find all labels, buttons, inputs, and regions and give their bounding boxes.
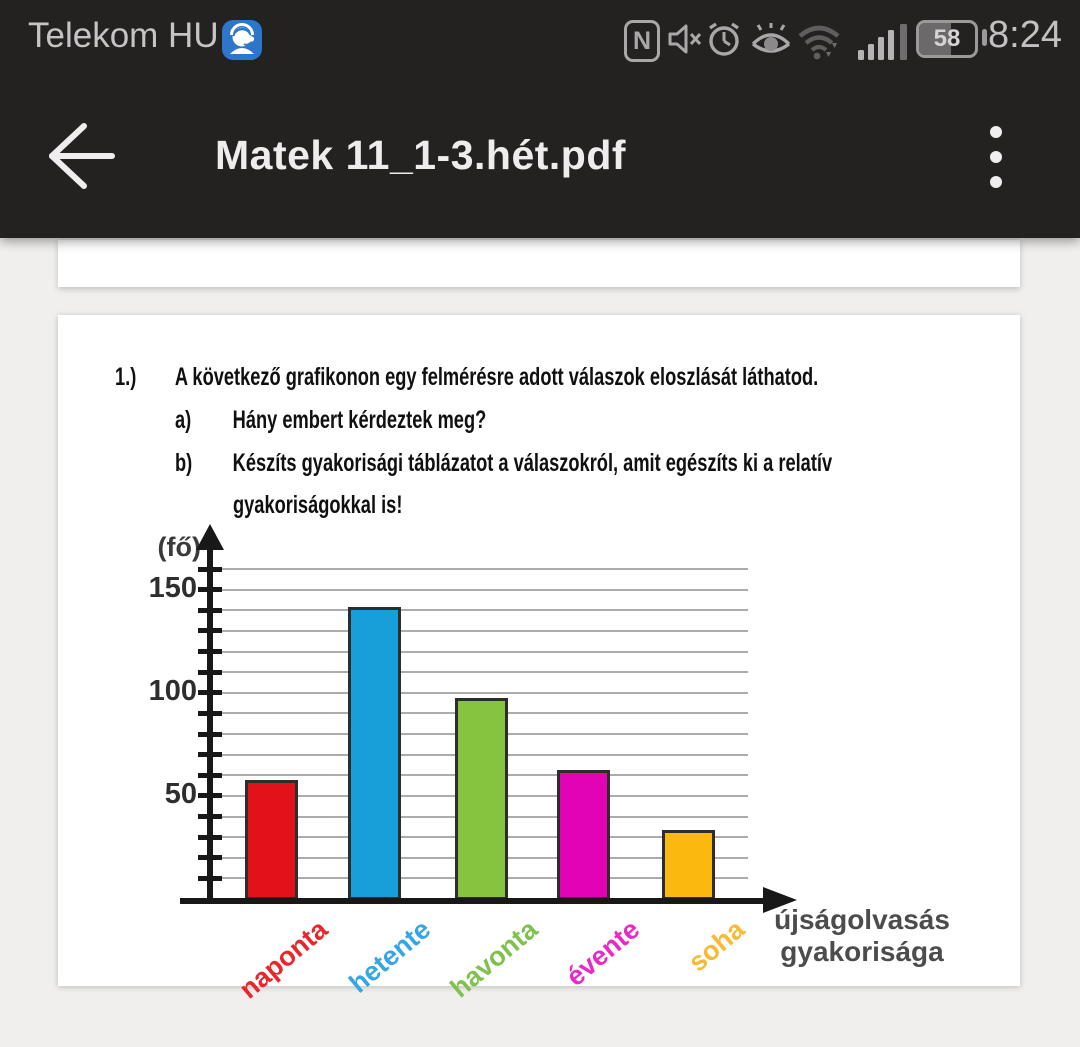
gridline bbox=[210, 650, 748, 653]
pdf-page: 1.) A következő grafikonon egy felmérésre… bbox=[58, 315, 1020, 1004]
bar-chart: (fő) újságolvasás gyakorisága 50 100 150 na… bbox=[125, 524, 985, 1004]
pdf-viewer[interactable]: 1.) A következő grafikonon egy felmérésre… bbox=[0, 238, 1080, 1004]
document-title: Matek 11_1-3.hét.pdf bbox=[215, 132, 627, 178]
problem-number: 1.) bbox=[115, 363, 137, 391]
carrier-label: Telekom HU bbox=[28, 16, 219, 55]
item-a-text: Hány embert kérdeztek meg? bbox=[232, 406, 487, 434]
topbar: Telekom HU N bbox=[0, 0, 1080, 238]
battery-fill bbox=[919, 23, 952, 55]
problem-intro: A következő grafikonon egy felmérésre ad… bbox=[174, 363, 819, 391]
y-axis-line bbox=[207, 542, 213, 904]
bar-naponta bbox=[245, 780, 298, 900]
item-b-text-line1: Készíts gyakorisági táblázatot a válaszo… bbox=[232, 449, 833, 477]
bar-hetente bbox=[348, 607, 401, 900]
alarm-icon bbox=[705, 20, 743, 63]
nfc-icon: N bbox=[624, 20, 660, 62]
wifi-icon bbox=[796, 22, 846, 67]
gridline bbox=[210, 691, 748, 694]
gridline bbox=[210, 671, 748, 674]
item-b-text-line2: gyakoriságokkal is! bbox=[233, 491, 403, 519]
mute-icon bbox=[664, 20, 702, 63]
bar-évente bbox=[557, 770, 610, 900]
battery-percent-label: 58 bbox=[933, 25, 961, 52]
back-button[interactable] bbox=[38, 116, 124, 196]
clock-label: 8:24 bbox=[988, 14, 1062, 56]
bar-soha bbox=[662, 829, 715, 900]
bar-havonta bbox=[455, 697, 508, 900]
item-b-row-wrap: gyakoriságokkal is! bbox=[233, 491, 402, 520]
support-chat-icon bbox=[222, 20, 262, 60]
item-a-row: a) Hány embert kérdeztek meg? bbox=[175, 406, 486, 435]
battery-icon: 58 bbox=[916, 20, 978, 58]
gridline bbox=[210, 609, 748, 612]
gridline bbox=[210, 629, 748, 632]
x-axis-line bbox=[180, 898, 765, 904]
signal-strength-icon bbox=[858, 24, 910, 65]
item-b-row: b) Készíts gyakorisági táblázatot a válas… bbox=[175, 449, 832, 478]
y-tick-label: 100 bbox=[148, 674, 197, 707]
item-a-label: a) bbox=[175, 406, 192, 434]
previous-page-bottom bbox=[58, 240, 1020, 287]
screen: Telekom HU N bbox=[0, 0, 1080, 1004]
item-b-label: b) bbox=[175, 449, 193, 477]
x-axis-title: újságolvasás gyakorisága bbox=[747, 904, 977, 968]
x-axis-title-line1: újságolvasás bbox=[774, 904, 950, 935]
y-tick-label: 150 bbox=[148, 571, 197, 604]
y-axis-title: (fő) bbox=[157, 532, 201, 562]
x-axis-arrow-icon bbox=[763, 887, 797, 913]
eye-comfort-icon bbox=[748, 22, 794, 63]
x-axis-title-line2: gyakorisága bbox=[780, 936, 944, 967]
gridline bbox=[210, 568, 748, 570]
overflow-menu-button[interactable] bbox=[975, 118, 1019, 198]
gridline bbox=[210, 588, 748, 591]
y-axis-arrow-icon bbox=[196, 524, 224, 550]
y-tick-label: 50 bbox=[164, 777, 197, 810]
problem-row: 1.) A következő grafikonon egy felmérésre… bbox=[115, 363, 818, 392]
battery-cap bbox=[982, 29, 987, 46]
